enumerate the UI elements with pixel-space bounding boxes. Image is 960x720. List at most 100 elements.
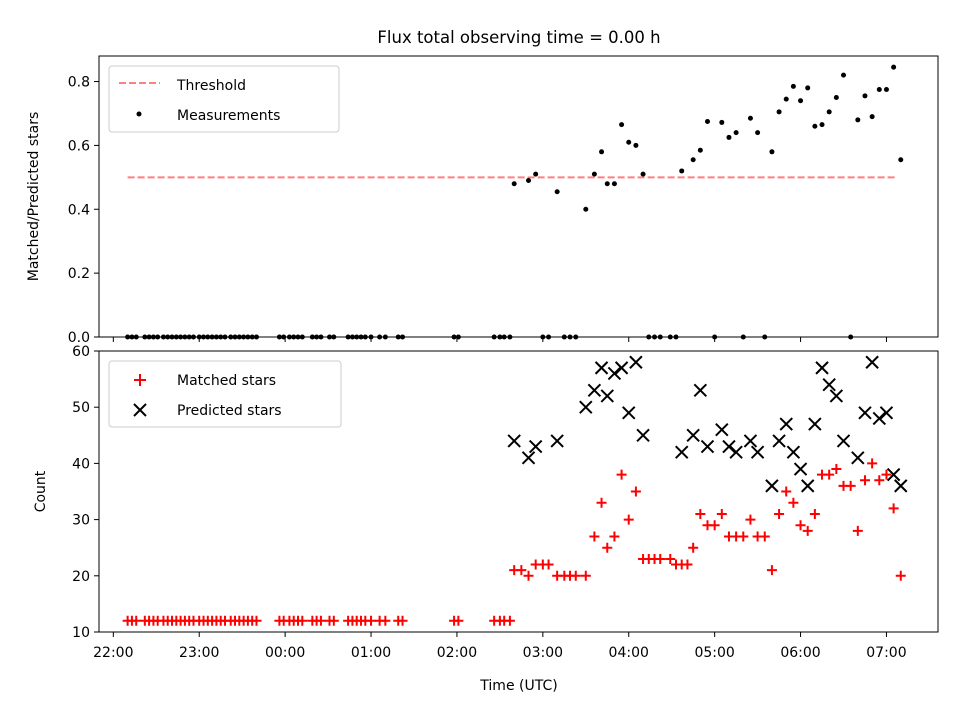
x-tick-label: 00:00 (265, 645, 305, 661)
top-y-tick-label: 0.4 (68, 202, 90, 218)
matched-star-point (504, 615, 515, 626)
matched-star-point (602, 542, 613, 553)
measurement-point (790, 83, 796, 89)
measurement-point (747, 115, 753, 121)
predicted-star-point (886, 467, 901, 482)
top-x-ticks (112, 337, 887, 342)
predicted-star-point (865, 355, 879, 369)
predicted-star-point (879, 406, 894, 420)
measurement-point (733, 130, 739, 136)
matched-star-point (874, 475, 885, 486)
measurement-point (869, 114, 875, 120)
legend-measurements-swatch (136, 111, 142, 117)
matched-star-point (795, 520, 806, 531)
measurement-point (619, 122, 625, 128)
measurement-point (599, 149, 605, 155)
legend-matched-label: Matched stars (177, 373, 276, 389)
predicted-star-point (507, 434, 521, 448)
matched-star-point (845, 480, 856, 491)
matched-star-point (131, 615, 142, 626)
measurement-point (833, 95, 839, 101)
matched-star-point (543, 559, 554, 570)
matched-star-point (623, 514, 634, 525)
matched-star-point (766, 565, 777, 576)
top-axes-frame (98, 55, 939, 338)
measurement-point (898, 157, 904, 163)
predicted-star-point (772, 434, 786, 448)
predicted-star-point (808, 417, 822, 431)
predicted-star-point (829, 389, 844, 403)
matched-star-point (695, 508, 706, 519)
predicted-star-point (851, 451, 865, 465)
predicted-star-point (521, 451, 536, 465)
legend-threshold-label: Threshold (176, 78, 246, 94)
measurement-point (769, 149, 775, 155)
x-tick-label: 22:00 (93, 645, 133, 661)
bottom-y-axis-label: Count (33, 470, 49, 512)
predicted-star-point (607, 366, 622, 381)
predicted-star-point (715, 422, 729, 437)
predicted-star-point (614, 361, 629, 375)
matched-star-point (888, 503, 899, 514)
measurement-point (583, 206, 589, 212)
measurement-point (604, 181, 610, 187)
bottom-panel: 10 20 30 40 50 60 22:00 23:00 00:00 01:00 02:00 03… (33, 344, 939, 694)
matched-star-point (380, 615, 391, 626)
measurement-point (883, 87, 889, 93)
predicted-star-point (675, 445, 689, 459)
matched-star-point (809, 508, 820, 519)
measurement-point (812, 123, 818, 129)
bottom-y-tick-label: 20 (72, 569, 90, 585)
legend-predicted-swatch (133, 403, 147, 417)
bottom-y-tick-label: 30 (72, 513, 90, 529)
measurement-point (862, 93, 868, 99)
predicted-star-point (779, 417, 793, 431)
bottom-y-tick-label: 40 (72, 456, 90, 472)
matched-star-point (609, 531, 620, 542)
measurement-point (726, 134, 732, 140)
predicted-star-point (750, 445, 765, 459)
legend-predicted-label: Predicted stars (177, 403, 282, 419)
measurement-point (679, 168, 685, 174)
chart-title: Flux total observing time = 0.00 h (377, 28, 660, 47)
predicted-star-point (693, 383, 708, 398)
predicted-star-point (722, 439, 736, 454)
measurement-point (783, 96, 789, 102)
x-tick-label: 02:00 (437, 645, 477, 661)
matched-star-point (523, 570, 534, 581)
predicted-star-point (793, 462, 808, 476)
measurement-point (611, 181, 617, 187)
top-y-tick-label: 0.2 (68, 266, 90, 282)
predicted-star-point (594, 361, 609, 375)
measurement-point (891, 64, 897, 70)
measurement-point (776, 109, 782, 115)
predicted-star-point (815, 361, 829, 375)
predicted-star-point (801, 479, 815, 493)
bottom-legend: Matched stars Predicted stars (108, 360, 342, 428)
predicted-star-point (729, 445, 743, 459)
measurement-point (533, 171, 539, 177)
predicted-star-point (579, 400, 593, 414)
matched-star-point (774, 508, 785, 519)
predicted-star-point (836, 434, 851, 448)
matched-star-point (630, 486, 641, 497)
predicted-star-point (786, 445, 801, 459)
matched-star-point (655, 553, 666, 564)
matched-star-point (297, 615, 308, 626)
matched-star-point (709, 520, 720, 531)
bottom-y-tick-label: 60 (72, 344, 90, 360)
measurement-point (511, 181, 517, 187)
top-y-tick-label: 0.0 (68, 330, 90, 346)
predicted-star-point (872, 411, 887, 426)
matched-star-point (328, 615, 339, 626)
matched-star-point (859, 475, 870, 486)
matched-star-point (738, 531, 749, 542)
x-axis-label: Time (UTC) (479, 678, 557, 694)
top-y-axis: 0.0 0.2 0.4 0.6 0.8 (68, 75, 99, 346)
matched-star-point (616, 469, 627, 480)
bottom-x-axis: 22:00 23:00 00:00 01:00 02:00 03:00 04:00 05:00… (93, 632, 907, 661)
measurement-point (640, 171, 646, 177)
matched-star-point (881, 469, 892, 480)
bottom-axes-frame (98, 350, 939, 633)
measurement-point (876, 87, 882, 93)
